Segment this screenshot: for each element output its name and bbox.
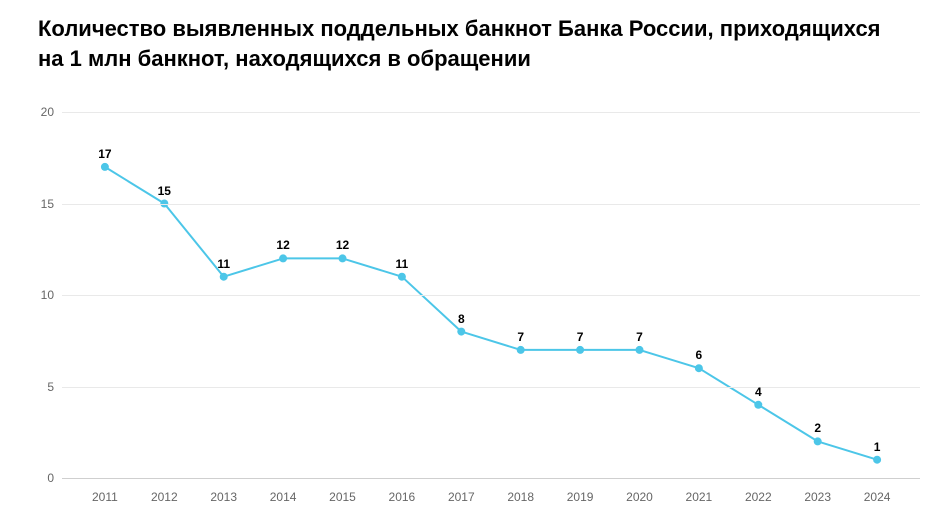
data-point-marker	[339, 254, 347, 262]
gridline	[62, 295, 920, 296]
data-point-marker	[576, 346, 584, 354]
data-point-marker	[695, 364, 703, 372]
data-point-value-label: 1	[874, 440, 881, 454]
data-point-marker	[457, 328, 465, 336]
gridline	[62, 112, 920, 113]
line-chart-svg	[0, 0, 942, 526]
chart-plot-area: 0510152020112012201320142015201620172018…	[0, 0, 942, 526]
x-axis-tick-label: 2011	[92, 490, 118, 504]
x-axis-tick-label: 2018	[507, 490, 534, 504]
data-point-value-label: 15	[158, 184, 171, 198]
y-axis-tick-label: 20	[4, 105, 54, 119]
x-axis-tick-label: 2022	[745, 490, 772, 504]
x-axis-tick-label: 2012	[151, 490, 178, 504]
x-axis-tick-label: 2021	[686, 490, 713, 504]
data-point-value-label: 8	[458, 312, 465, 326]
data-point-marker	[279, 254, 287, 262]
data-point-value-label: 4	[755, 385, 762, 399]
x-axis-tick-label: 2020	[626, 490, 653, 504]
data-point-marker	[754, 401, 762, 409]
y-axis-tick-label: 5	[4, 380, 54, 394]
data-point-marker	[814, 437, 822, 445]
data-point-value-label: 12	[276, 238, 289, 252]
x-axis-tick-label: 2014	[270, 490, 297, 504]
data-point-value-label: 11	[396, 257, 409, 271]
x-axis-tick-label: 2015	[329, 490, 356, 504]
gridline	[62, 478, 920, 479]
series-line	[105, 167, 877, 460]
y-axis-tick-label: 15	[4, 197, 54, 211]
y-axis-tick-label: 0	[4, 471, 54, 485]
data-point-value-label: 12	[336, 238, 349, 252]
x-axis-tick-label: 2019	[567, 490, 594, 504]
data-point-value-label: 11	[217, 257, 230, 271]
y-axis-tick-label: 10	[4, 288, 54, 302]
gridline	[62, 204, 920, 205]
data-point-marker	[220, 273, 228, 281]
x-axis-tick-label: 2023	[804, 490, 831, 504]
data-point-value-label: 6	[696, 348, 703, 362]
gridline	[62, 387, 920, 388]
data-point-marker	[398, 273, 406, 281]
x-axis-tick-label: 2013	[210, 490, 237, 504]
data-point-value-label: 7	[636, 330, 643, 344]
data-point-value-label: 7	[577, 330, 584, 344]
data-point-marker	[517, 346, 525, 354]
data-point-value-label: 2	[814, 421, 821, 435]
x-axis-tick-label: 2024	[864, 490, 891, 504]
x-axis-tick-label: 2016	[389, 490, 416, 504]
data-point-marker	[636, 346, 644, 354]
data-point-value-label: 7	[517, 330, 524, 344]
data-point-marker	[873, 456, 881, 464]
data-point-marker	[101, 163, 109, 171]
data-point-value-label: 17	[98, 147, 111, 161]
x-axis-tick-label: 2017	[448, 490, 475, 504]
